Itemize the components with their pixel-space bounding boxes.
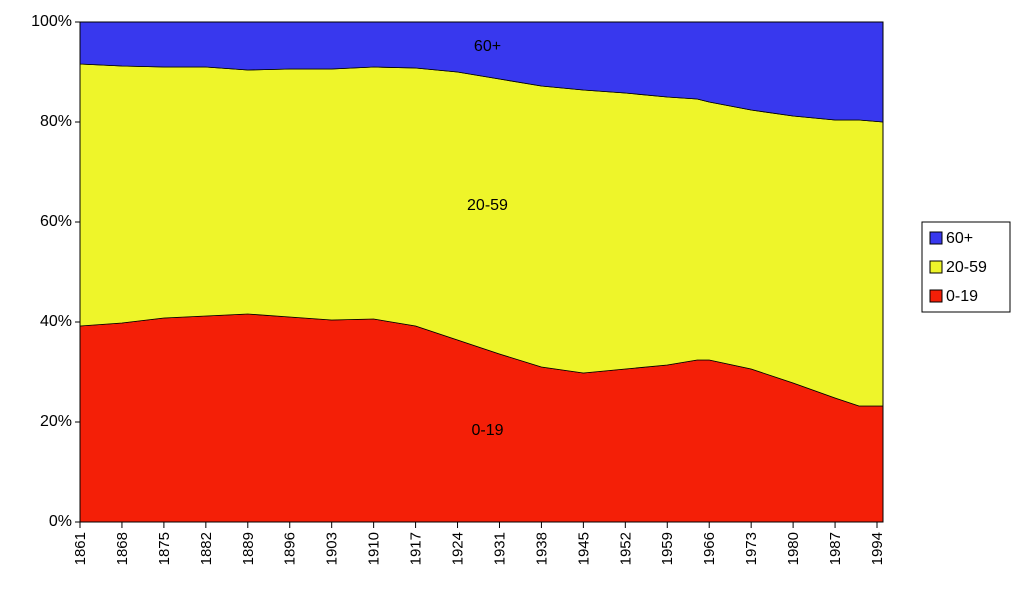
x-tick-label: 1959 <box>659 532 676 565</box>
x-tick-label: 1917 <box>408 532 425 565</box>
legend-swatch <box>929 289 943 303</box>
y-tick-label: 40% <box>40 313 72 330</box>
x-tick-label: 1952 <box>617 532 634 565</box>
x-tick-label: 1875 <box>156 532 173 565</box>
x-tick-label: 1931 <box>491 532 508 565</box>
y-tick-label: 100% <box>31 13 72 30</box>
x-tick-label: 1994 <box>869 532 886 565</box>
area-label: 20-59 <box>467 197 508 214</box>
x-tick-label: 1973 <box>743 532 760 565</box>
x-tick-label: 1889 <box>240 532 257 565</box>
area-label: 0-19 <box>471 422 503 439</box>
legend-label: 20-59 <box>946 259 987 276</box>
x-tick-label: 1882 <box>198 532 215 565</box>
y-tick-label: 60% <box>40 213 72 230</box>
legend-swatch <box>929 260 943 274</box>
plot-border <box>79 21 884 523</box>
y-tick-label: 80% <box>40 113 72 130</box>
area-label: 60+ <box>474 38 501 55</box>
x-tick-label: 1980 <box>785 532 802 565</box>
x-tick-label: 1896 <box>282 532 299 565</box>
x-tick-label: 1938 <box>533 532 550 565</box>
x-tick-label: 1903 <box>324 532 341 565</box>
x-tick-label: 1987 <box>827 532 844 565</box>
legend: 60+ 20-59 0-19 <box>921 221 1011 313</box>
y-tick-label: 0% <box>49 513 72 530</box>
x-tick-label: 1868 <box>114 532 131 565</box>
legend-label: 60+ <box>946 230 973 247</box>
x-tick-label: 1945 <box>575 532 592 565</box>
x-tick-label: 1966 <box>701 532 718 565</box>
x-tick-label: 1924 <box>449 532 466 565</box>
x-tick-label: 1861 <box>72 532 89 565</box>
legend-label: 0-19 <box>946 288 978 305</box>
y-tick-label: 20% <box>40 413 72 430</box>
legend-swatch <box>929 231 943 245</box>
x-tick-label: 1910 <box>366 532 383 565</box>
